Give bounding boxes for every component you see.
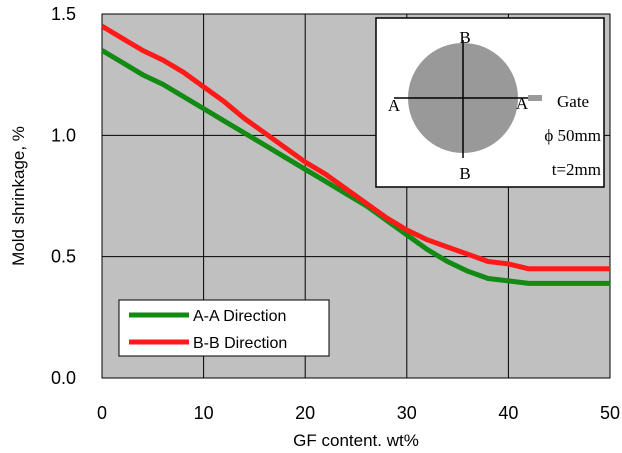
specimen-inset: B B A A Gate ϕ 50mm t=2mm	[375, 17, 605, 188]
inset-label-a-left: A	[388, 96, 401, 115]
series-line-b-b	[100, 23, 610, 272]
legend-label-a-a: A-A Direction	[193, 308, 286, 325]
y-tick-label: 1.5	[51, 4, 76, 24]
y-tick-label: 0.0	[51, 368, 76, 388]
inset-diameter-label: ϕ 50mm	[544, 126, 601, 145]
x-tick-label: 0	[97, 403, 107, 423]
x-tick-label: 10	[194, 403, 214, 423]
y-tick-label: 0.5	[51, 247, 76, 267]
inset-thickness-label: t=2mm	[552, 160, 601, 179]
legend-label-b-b: B-B Direction	[193, 335, 287, 352]
legend: A-A Direction B-B Direction	[118, 299, 330, 357]
x-axis-title: GF content. wt%	[293, 431, 419, 450]
y-axis-title: Mold shrinkage, %	[9, 126, 28, 266]
legend-box	[118, 299, 330, 357]
inset-label-b-bottom: B	[459, 164, 470, 183]
x-tick-label: 50	[600, 403, 620, 423]
gate-marker	[528, 95, 542, 101]
series-line-a-a	[100, 48, 610, 286]
inset-label-a-right: A	[516, 94, 529, 113]
y-ticks: 0.0 0.5 1.0 1.5	[51, 4, 76, 388]
x-tick-label: 30	[397, 403, 417, 423]
inset-gate-label: Gate	[557, 92, 589, 111]
x-tick-label: 40	[498, 403, 518, 423]
series-lines	[100, 23, 610, 286]
x-ticks: 0 10 20 30 40 50	[97, 403, 620, 423]
inset-label-b-top: B	[459, 28, 470, 47]
y-tick-label: 1.0	[51, 125, 76, 145]
x-tick-label: 20	[295, 403, 315, 423]
